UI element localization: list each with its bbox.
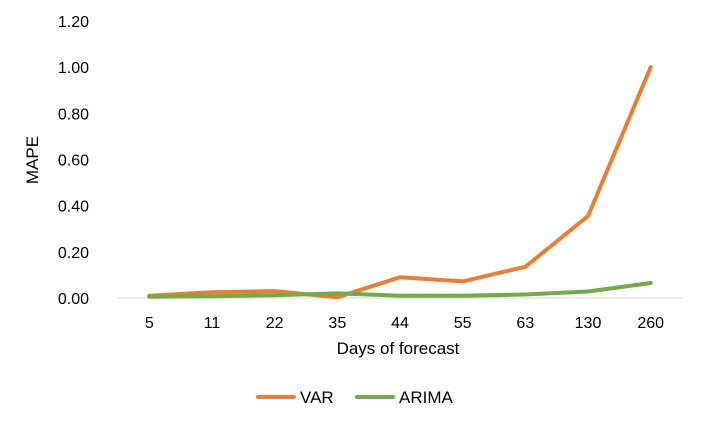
- y-tick-label: 0.20: [58, 245, 89, 262]
- x-tick-label: 63: [516, 315, 534, 332]
- y-tick-label: 0.80: [58, 106, 89, 123]
- y-axis-ticks: 0.00 0.20 0.40 0.60 0.80 1.00 1.20: [58, 14, 89, 308]
- x-tick-label: 130: [575, 315, 602, 332]
- y-tick-label: 1.20: [58, 14, 89, 31]
- y-axis-title: MAPE: [23, 136, 42, 184]
- x-tick-label: 55: [454, 315, 472, 332]
- x-tick-label: 22: [266, 315, 284, 332]
- series-line-var: [147, 65, 653, 300]
- x-tick-label: 11: [204, 315, 221, 332]
- x-tick-label: 5: [145, 315, 154, 332]
- x-tick-label: 260: [637, 315, 664, 332]
- y-tick-label: 0.60: [58, 153, 89, 170]
- legend: VAR ARIMA: [256, 388, 454, 407]
- x-tick-label: 44: [391, 315, 409, 332]
- x-axis-ticks: 5 11 22 35 44 55 63 130 260: [145, 315, 664, 332]
- legend-label-arima: ARIMA: [399, 388, 454, 407]
- y-tick-label: 0.00: [58, 291, 89, 308]
- x-tick-label: 35: [328, 315, 346, 332]
- legend-label-var: VAR: [300, 388, 334, 407]
- y-tick-label: 0.40: [58, 199, 89, 216]
- series-lines: [147, 65, 653, 300]
- y-tick-label: 1.00: [58, 60, 89, 77]
- series-line-arima: [147, 281, 653, 299]
- x-axis-title: Days of forecast: [337, 339, 460, 358]
